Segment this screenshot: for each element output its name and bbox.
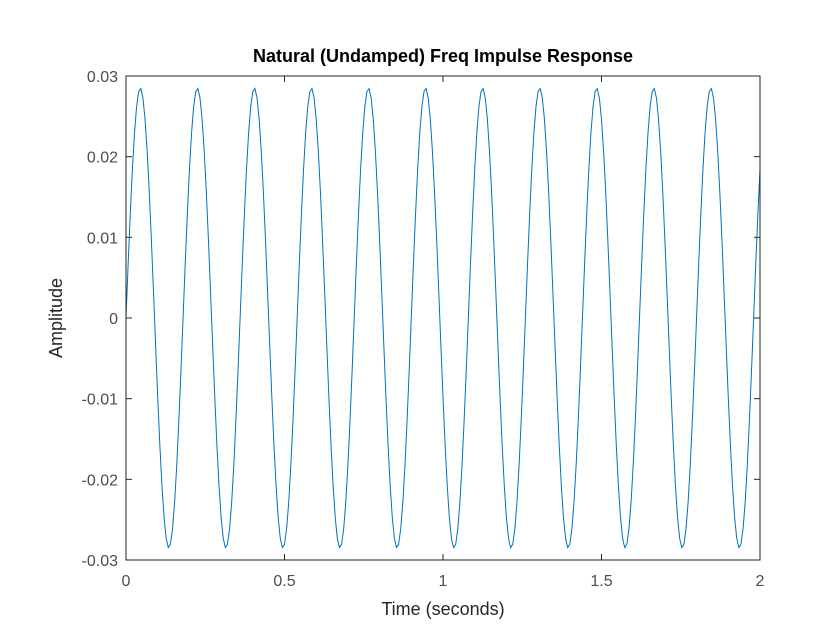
plot-area bbox=[126, 76, 760, 560]
y-axis-label: Amplitude bbox=[46, 278, 66, 358]
y-tick-label: 0.03 bbox=[87, 69, 118, 86]
x-tick-label: 0 bbox=[122, 573, 131, 590]
y-tick-label: -0.02 bbox=[82, 472, 119, 489]
y-tick-label: 0.02 bbox=[87, 150, 118, 167]
series-line bbox=[125, 87, 761, 549]
y-tick-label: -0.03 bbox=[82, 553, 119, 570]
x-tick-label: 1 bbox=[439, 573, 448, 590]
tick-labels-group: 0 0.5 1 1.5 2 -0.03 -0.02 -0.01 0 0.01 0.02 0.03 bbox=[82, 69, 765, 590]
y-tick-label: 0.01 bbox=[87, 230, 118, 247]
x-tick-label: 0.5 bbox=[273, 573, 295, 590]
chart-title: Natural (Undamped) Freq Impulse Response bbox=[253, 46, 633, 66]
x-tick-label: 2 bbox=[756, 573, 765, 590]
y-tick-label: -0.01 bbox=[82, 392, 119, 409]
x-axis-label: Time (seconds) bbox=[381, 599, 504, 619]
plot-frame bbox=[125, 75, 761, 561]
x-tick-label: 1.5 bbox=[590, 573, 612, 590]
y-tick-label: 0 bbox=[109, 311, 118, 328]
